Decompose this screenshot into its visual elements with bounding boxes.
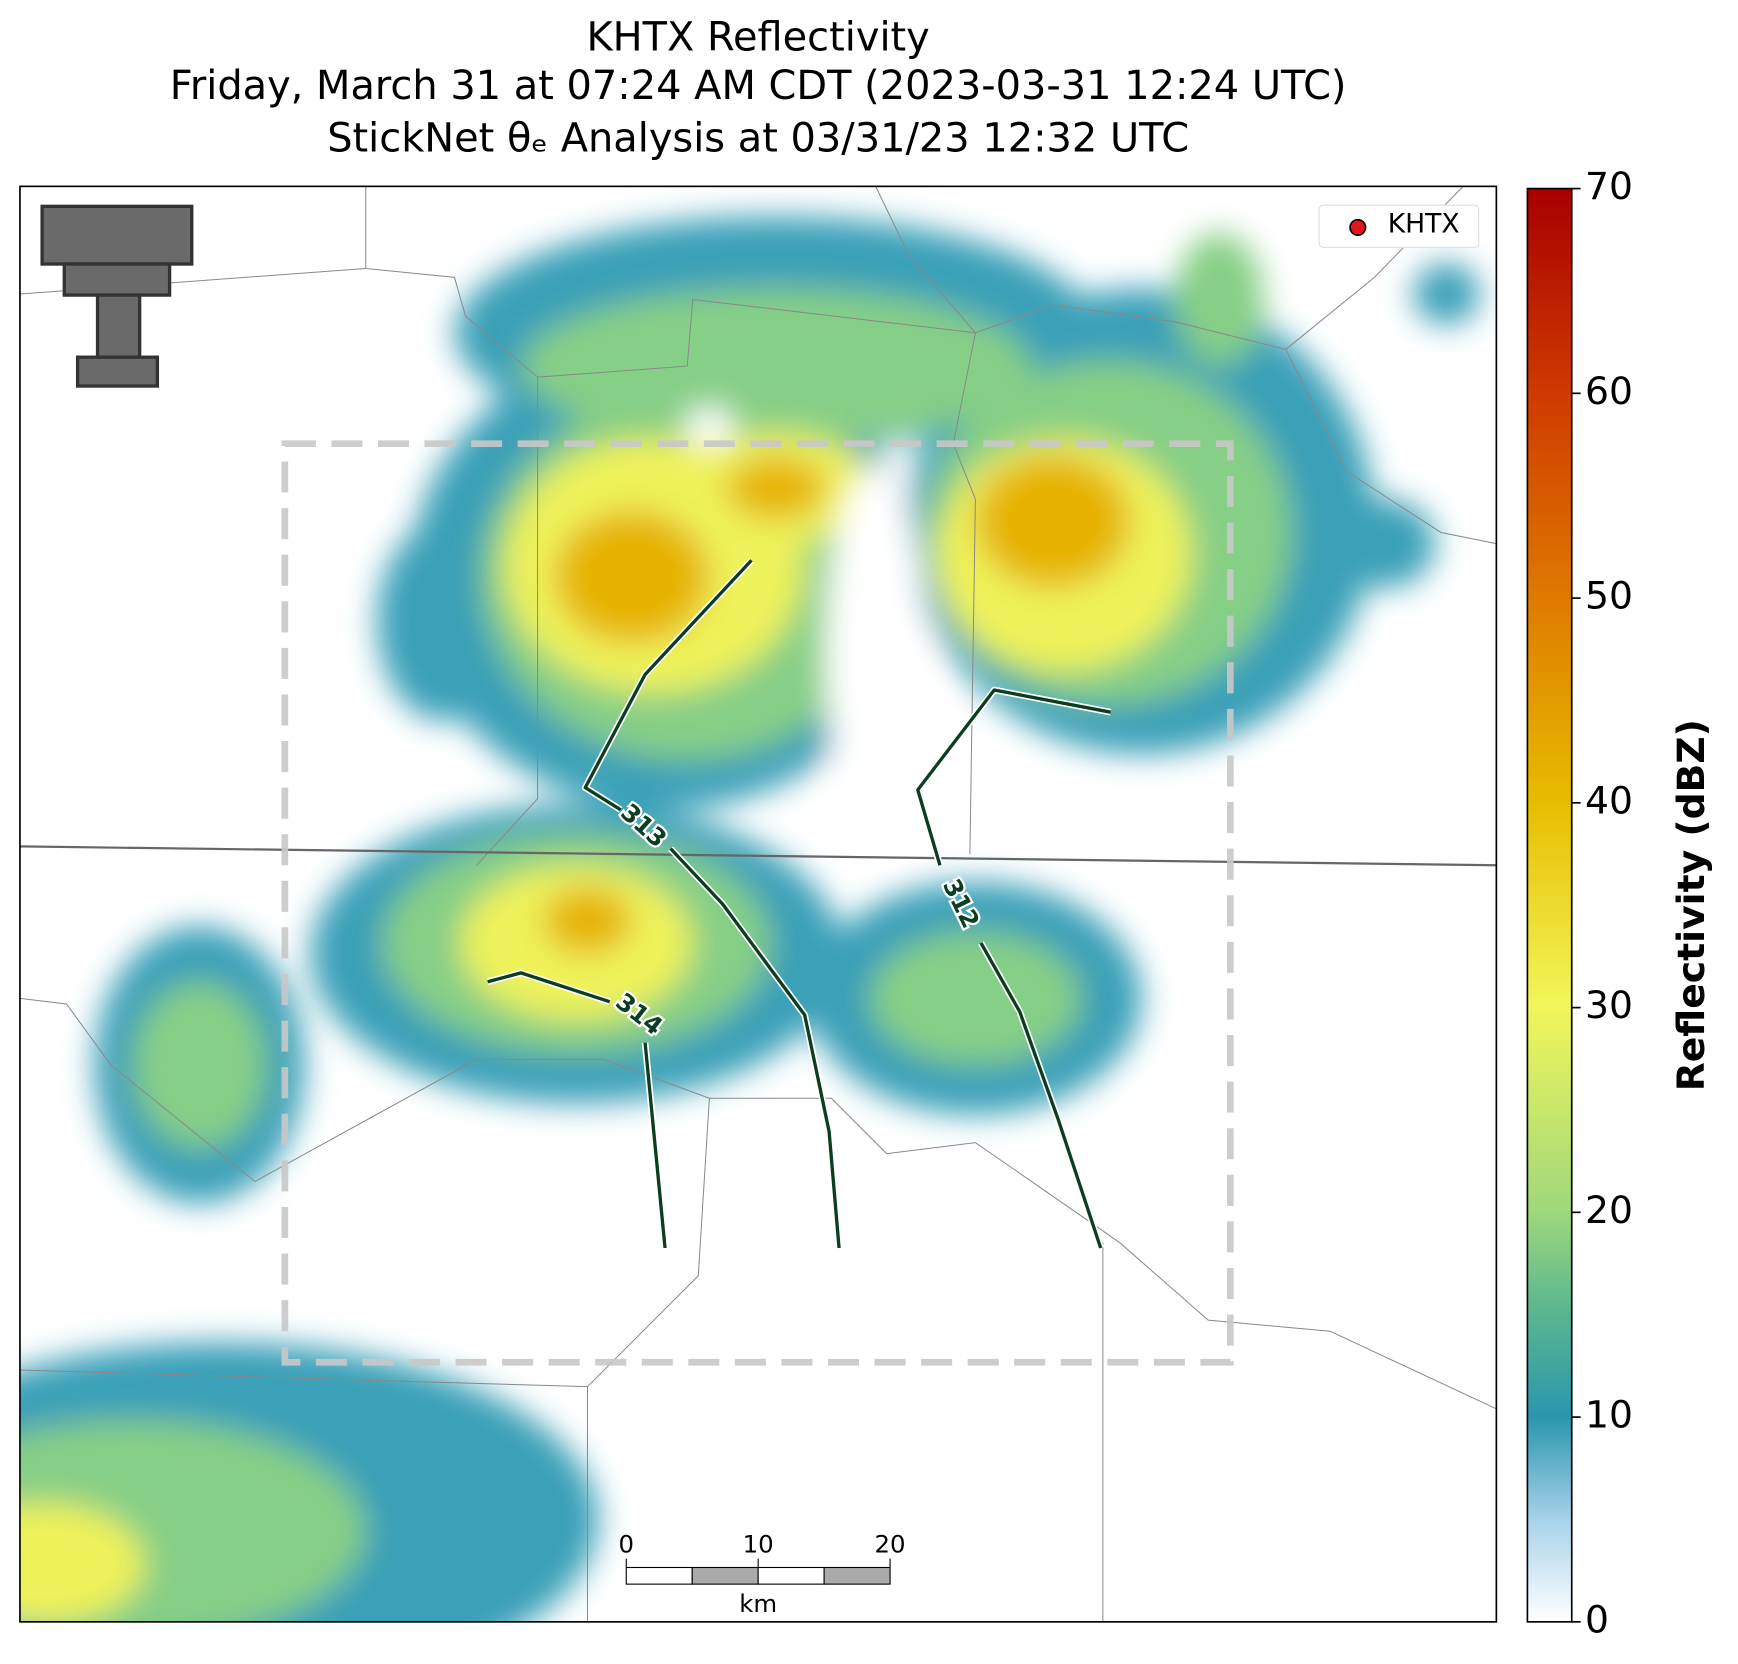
contour-line	[583, 559, 753, 812]
echo	[726, 457, 826, 520]
scale-unit: km	[739, 1589, 777, 1618]
analysis-box	[281, 440, 1234, 1366]
county-line	[19, 997, 1497, 1410]
contour-line	[487, 971, 611, 1004]
legend-box	[1318, 204, 1480, 248]
echo	[543, 887, 632, 955]
colorbar-tick-label: 20	[1585, 1188, 1633, 1232]
title-line: Friday, March 31 at 07:24 AM CDT (2023-0…	[170, 63, 1347, 109]
logo-bar	[40, 204, 194, 266]
echo	[825, 465, 926, 844]
logo-base	[75, 355, 160, 388]
echo	[554, 510, 710, 644]
contour-line	[916, 688, 1111, 866]
colorbar-tick-label: 50	[1585, 574, 1633, 618]
colorbar-label: Reflectivity (dBZ)	[1669, 719, 1713, 1091]
contours	[486, 557, 1112, 1250]
scale-segment	[757, 1566, 825, 1585]
echo	[376, 521, 510, 722]
county-line	[875, 186, 976, 334]
scale-bar: 0 10 20 km	[619, 1529, 906, 1618]
echo	[1174, 232, 1264, 367]
colorbar-tick-label: 60	[1585, 369, 1633, 413]
scale-segment	[691, 1566, 759, 1585]
legend: KHTX	[1318, 204, 1480, 248]
title-line: StickNet θₑ Analysis at 03/31/23 12:32 U…	[327, 115, 1189, 161]
map-frame	[19, 185, 1498, 1623]
colorbar-tick-label: 70	[1585, 164, 1633, 208]
colorbar-ticks: 0 10 20 30 40 50 60 70	[1571, 164, 1633, 1641]
county-line	[586, 1098, 710, 1622]
echo	[19, 1503, 145, 1622]
logo-stem	[95, 293, 142, 359]
legend-label: KHTX	[1388, 209, 1460, 240]
echo	[870, 931, 1081, 1065]
echo	[1413, 262, 1480, 326]
scale-segment	[625, 1566, 693, 1585]
colorbar-tick-label: 10	[1585, 1393, 1633, 1437]
echo	[975, 454, 1131, 588]
colorbar-tick-label: 0	[1585, 1597, 1609, 1641]
contour-line	[979, 942, 1103, 1249]
title-line: KHTX Reflectivity	[587, 14, 930, 60]
scale-tick-label: 20	[875, 1529, 906, 1558]
colorbar	[1526, 187, 1573, 1623]
scale-tick-label: 10	[743, 1529, 774, 1558]
state-line	[19, 845, 1497, 867]
logo-bar	[62, 262, 172, 297]
echo	[133, 981, 267, 1149]
scale-segment	[823, 1566, 891, 1585]
contour-line	[669, 847, 841, 1249]
colorbar-tick-label: 40	[1585, 778, 1633, 822]
contour-line	[643, 1042, 667, 1249]
echo	[1335, 499, 1436, 588]
ttu-logo	[40, 204, 194, 388]
colorbar-tick-label: 30	[1585, 983, 1633, 1027]
legend-marker	[1349, 218, 1367, 237]
scale-tick-label: 0	[619, 1529, 635, 1558]
echo	[685, 407, 734, 448]
county-line	[19, 1369, 588, 1388]
